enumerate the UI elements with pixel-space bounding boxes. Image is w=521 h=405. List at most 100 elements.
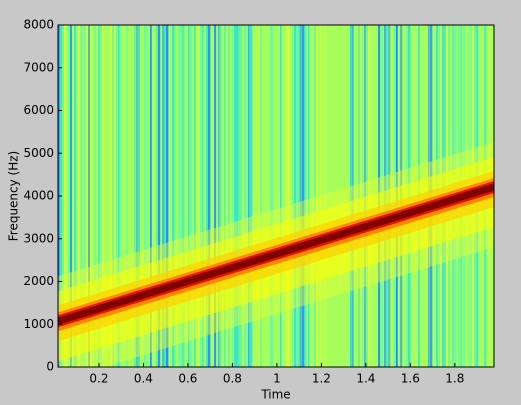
- texture-stripe: [218, 25, 220, 367]
- texture-stripe: [246, 25, 248, 367]
- texture-stripe: [62, 25, 65, 367]
- x-tick-label: 1.2: [312, 372, 331, 386]
- texture-stripe: [84, 25, 87, 367]
- texture-stripe: [182, 25, 185, 367]
- texture-stripe: [100, 25, 102, 367]
- y-tick-label: 1000: [23, 317, 54, 331]
- texture-stripe: [320, 25, 322, 367]
- texture-stripe: [358, 25, 360, 367]
- y-tick-label: 2000: [23, 274, 54, 288]
- texture-stripe: [244, 25, 246, 367]
- texture-stripe: [82, 25, 84, 367]
- texture-stripe: [288, 25, 290, 367]
- texture-stripe: [110, 25, 113, 367]
- texture-stripe: [80, 25, 83, 367]
- texture-stripe: [234, 25, 237, 367]
- texture-stripe: [144, 25, 146, 367]
- texture-stripe: [198, 25, 201, 367]
- y-axis-label: Frequency (Hz): [7, 151, 21, 242]
- texture-stripe: [316, 25, 319, 367]
- texture-stripe: [250, 25, 253, 367]
- texture-stripe: [324, 25, 326, 367]
- texture-stripe: [300, 25, 302, 367]
- texture-stripe: [232, 25, 234, 367]
- texture-stripe: [64, 25, 67, 367]
- texture-stripe: [350, 25, 353, 367]
- texture-stripe: [166, 25, 169, 367]
- texture-stripe: [362, 25, 364, 367]
- x-tick-label: 0.6: [178, 372, 197, 386]
- texture-stripe: [214, 25, 217, 367]
- texture-stripe: [114, 25, 116, 367]
- texture-stripe: [240, 25, 242, 367]
- texture-stripe: [88, 25, 91, 367]
- texture-stripe: [172, 25, 175, 367]
- x-tick-label: 1.8: [445, 372, 464, 386]
- texture-stripe: [194, 25, 196, 367]
- texture-stripe: [70, 25, 72, 367]
- texture-stripe: [126, 25, 128, 367]
- texture-stripe: [74, 25, 77, 367]
- texture-stripe: [180, 25, 182, 367]
- texture-stripe: [136, 25, 139, 367]
- texture-stripe: [86, 25, 89, 367]
- texture-stripe: [206, 25, 208, 367]
- texture-stripe: [120, 25, 122, 367]
- texture-stripe: [260, 25, 263, 367]
- texture-stripe: [364, 25, 367, 367]
- texture-stripe: [134, 25, 136, 367]
- x-axis-label: Time: [260, 388, 290, 402]
- x-tick-label: 1.4: [356, 372, 375, 386]
- texture-stripe: [158, 25, 161, 367]
- texture-stripe: [220, 25, 222, 367]
- texture-stripe: [270, 25, 273, 367]
- y-tick-label: 6000: [23, 103, 54, 117]
- texture-stripe: [292, 25, 295, 367]
- y-tick-label: 8000: [23, 18, 54, 32]
- texture-stripe: [224, 25, 226, 367]
- texture-stripe: [208, 25, 211, 367]
- texture-stripe: [298, 25, 301, 367]
- texture-stripe: [102, 25, 104, 367]
- texture-stripe: [228, 25, 230, 367]
- texture-stripe: [286, 25, 289, 367]
- texture-stripe: [164, 25, 167, 367]
- texture-stripe: [314, 25, 317, 367]
- texture-stripe: [238, 25, 241, 367]
- texture-stripe: [78, 25, 81, 367]
- texture-stripe: [258, 25, 260, 367]
- texture-stripe: [94, 25, 97, 367]
- ridge-line: [58, 183, 494, 325]
- texture-stripe: [352, 25, 354, 367]
- texture-stripe: [272, 25, 274, 367]
- texture-stripe: [302, 25, 305, 367]
- texture-stripe: [146, 25, 149, 367]
- texture-stripe: [294, 25, 297, 367]
- y-tick-label: 5000: [23, 146, 54, 160]
- texture-stripe: [112, 25, 114, 367]
- texture-stripe: [162, 25, 165, 367]
- x-tick-label: 1.6: [401, 372, 420, 386]
- texture-stripe: [116, 25, 119, 367]
- texture-stripe: [202, 25, 204, 367]
- texture-stripe: [304, 25, 307, 367]
- texture-stripe: [174, 25, 176, 367]
- texture-stripe: [138, 25, 140, 367]
- x-tick-label: 1: [273, 372, 281, 386]
- y-tick-label: 4000: [23, 189, 54, 203]
- y-tick-label: 0: [46, 360, 54, 374]
- texture-stripe: [150, 25, 152, 367]
- texture-stripe: [156, 25, 159, 367]
- texture-stripe: [188, 25, 190, 367]
- plot-area: [58, 25, 494, 367]
- texture-stripe: [178, 25, 181, 367]
- texture-stripe: [366, 25, 369, 367]
- y-tick-label: 3000: [23, 231, 54, 245]
- texture-stripe: [190, 25, 193, 367]
- texture-stripe: [200, 25, 202, 367]
- texture-stripe: [68, 25, 71, 367]
- x-tick-label: 0.8: [223, 372, 242, 386]
- texture-stripe: [308, 25, 310, 367]
- texture-stripe: [90, 25, 92, 367]
